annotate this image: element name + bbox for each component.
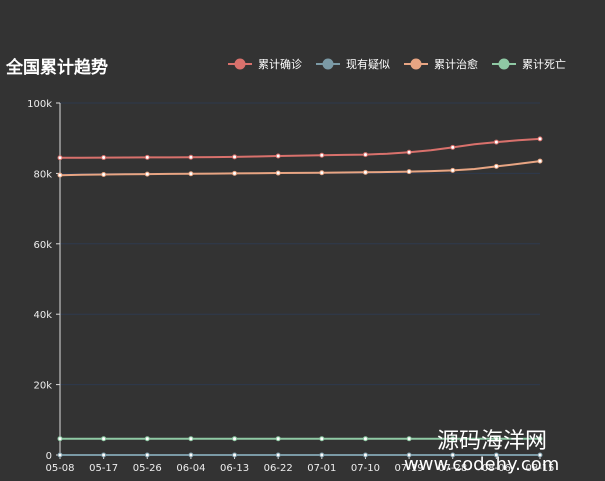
y-tick-label: 60k (33, 240, 52, 251)
series-point (319, 170, 325, 176)
series-point (57, 172, 63, 178)
series-point (57, 452, 63, 458)
series-point (57, 155, 63, 161)
series-point (57, 436, 63, 442)
series-point (232, 436, 238, 442)
watermark-line2: www.codehy.com (404, 454, 559, 475)
series-point (232, 170, 238, 176)
y-tick-label: 0 (46, 451, 52, 462)
series-point (188, 452, 194, 458)
legend-marker-icon (410, 58, 422, 70)
chart-series (57, 136, 543, 458)
series-point (319, 452, 325, 458)
series-point (362, 436, 368, 442)
series-point (537, 136, 543, 142)
legend-label: 累计治愈 (434, 57, 478, 71)
series-point (144, 154, 150, 160)
series-point (493, 139, 499, 145)
x-tick-label: 07-01 (307, 463, 336, 474)
series-point (101, 171, 107, 177)
legend-item[interactable]: 累计确诊 (228, 57, 302, 71)
series-point (537, 158, 543, 164)
legend-label: 累计确诊 (258, 57, 302, 71)
x-tick-label: 07-28 (438, 463, 467, 474)
chart-legend[interactable]: 累计确诊 现有疑似 累计治愈 累计死亡 (228, 57, 566, 71)
series-group (57, 452, 543, 458)
legend-label: 累计死亡 (522, 57, 566, 71)
x-tick-label: 05-17 (89, 463, 118, 474)
series-point (319, 436, 325, 442)
series-point (101, 436, 107, 442)
series-point (144, 452, 150, 458)
series-point (450, 452, 456, 458)
y-axis-ticks: 0 20k 40k 60k 80k 100k (27, 99, 60, 462)
series-point (101, 155, 107, 161)
chart-grid (60, 102, 540, 386)
series-point (275, 436, 281, 442)
y-tick-label: 100k (27, 99, 52, 110)
x-tick-label: 07-19 (395, 463, 424, 474)
x-tick-label: 08-06 (482, 463, 511, 474)
x-tick-label: 06-22 (264, 463, 293, 474)
series-point (362, 169, 368, 175)
y-tick-label: 20k (33, 381, 52, 392)
legend-marker-icon (498, 58, 510, 70)
series-point (101, 452, 107, 458)
series-point (493, 163, 499, 169)
watermark-line1: 源码海洋网 (437, 429, 547, 454)
series-point (493, 436, 499, 442)
x-tick-label: 08-15 (525, 463, 554, 474)
series-point (144, 436, 150, 442)
chart-title: 全国累计趋势 (5, 57, 108, 78)
series-line (60, 137, 541, 159)
series-point (275, 153, 281, 159)
series-point (406, 149, 412, 155)
series-line (59, 160, 541, 177)
series-point (493, 452, 499, 458)
series-point (406, 436, 412, 442)
series-point (275, 170, 281, 176)
series-point (362, 452, 368, 458)
series-point (232, 154, 238, 160)
series-point (188, 154, 194, 160)
series-point (232, 452, 238, 458)
series-point (188, 436, 194, 442)
legend-marker-icon (234, 58, 246, 70)
legend-marker-icon (322, 58, 334, 70)
x-tick-label: 06-04 (176, 463, 205, 474)
series-point (537, 436, 543, 442)
series-point (537, 452, 543, 458)
series-point (406, 452, 412, 458)
legend-item[interactable]: 累计死亡 (492, 57, 566, 71)
legend-label: 现有疑似 (346, 57, 390, 71)
series-point (275, 452, 281, 458)
series-point (450, 144, 456, 150)
series-group (57, 158, 543, 178)
series-point (362, 152, 368, 158)
series-point (188, 171, 194, 177)
x-tick-label: 05-26 (133, 463, 162, 474)
x-tick-label: 07-10 (351, 463, 380, 474)
series-point (450, 167, 456, 173)
watermark: 源码海洋网 www.codehy.com (404, 429, 559, 475)
legend-item[interactable]: 现有疑似 (316, 57, 390, 71)
y-tick-label: 80k (33, 169, 52, 180)
x-tick-label: 06-13 (220, 463, 249, 474)
series-point (450, 436, 456, 442)
legend-item[interactable]: 累计治愈 (404, 57, 478, 71)
series-point (144, 171, 150, 177)
series-point (406, 169, 412, 175)
y-tick-label: 40k (33, 310, 52, 321)
series-group (57, 436, 543, 442)
x-tick-label: 05-08 (45, 463, 74, 474)
series-group (57, 136, 543, 161)
series-point (319, 152, 325, 158)
